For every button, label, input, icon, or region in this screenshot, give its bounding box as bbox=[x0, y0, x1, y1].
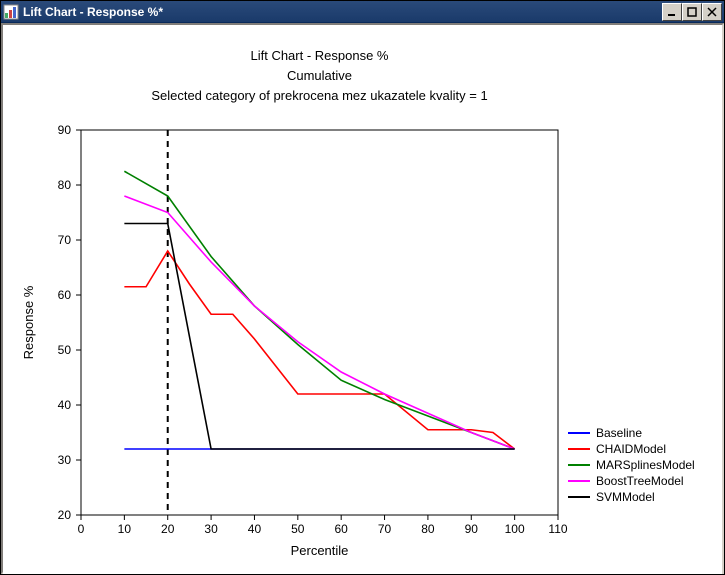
x-tick-label: 10 bbox=[118, 522, 132, 536]
y-tick-label: 80 bbox=[58, 178, 72, 192]
legend-label: Baseline bbox=[596, 426, 642, 440]
legend-label: MARSplinesModel bbox=[596, 458, 695, 472]
x-tick-label: 40 bbox=[248, 522, 262, 536]
x-tick-label: 110 bbox=[548, 522, 567, 536]
x-tick-label: 100 bbox=[505, 522, 525, 536]
client-area: Lift Chart - Response % Cumulative Selecte… bbox=[1, 23, 724, 574]
x-tick-label: 30 bbox=[204, 522, 218, 536]
x-axis-label: Percentile bbox=[291, 543, 349, 558]
maximize-button[interactable] bbox=[682, 3, 702, 21]
chart-area: Lift Chart - Response % Cumulative Selecte… bbox=[3, 25, 722, 572]
y-tick-label: 70 bbox=[58, 233, 72, 247]
y-tick-label: 40 bbox=[58, 398, 72, 412]
x-tick-label: 60 bbox=[335, 522, 349, 536]
y-tick-label: 90 bbox=[58, 123, 72, 137]
chart-title-1: Lift Chart - Response % bbox=[250, 48, 388, 63]
x-tick-label: 50 bbox=[291, 522, 305, 536]
legend-label: CHAIDModel bbox=[596, 442, 666, 456]
legend-label: BoostTreeModel bbox=[596, 474, 684, 488]
chart-title-2: Cumulative bbox=[287, 68, 352, 83]
x-tick-label: 20 bbox=[161, 522, 175, 536]
app-window: Lift Chart - Response %* Lift Chart - Re… bbox=[0, 0, 725, 575]
y-tick-label: 30 bbox=[58, 453, 72, 467]
close-button[interactable] bbox=[702, 3, 722, 21]
minimize-button[interactable] bbox=[662, 3, 682, 21]
y-tick-label: 60 bbox=[58, 288, 72, 302]
y-tick-label: 50 bbox=[58, 343, 72, 357]
chart-icon bbox=[3, 4, 19, 20]
x-tick-label: 80 bbox=[421, 522, 435, 536]
window-title: Lift Chart - Response %* bbox=[23, 5, 662, 19]
lift-chart: Lift Chart - Response % Cumulative Selecte… bbox=[3, 25, 722, 574]
y-tick-label: 20 bbox=[58, 508, 72, 522]
x-tick-label: 70 bbox=[378, 522, 392, 536]
x-tick-label: 0 bbox=[78, 522, 85, 536]
y-axis-label: Response % bbox=[21, 285, 36, 359]
titlebar: Lift Chart - Response %* bbox=[1, 1, 724, 23]
chart-title-3: Selected category of prekrocena mez ukaz… bbox=[151, 88, 487, 103]
legend-label: SVMModel bbox=[596, 490, 655, 504]
x-tick-label: 90 bbox=[465, 522, 479, 536]
window-controls bbox=[662, 3, 722, 21]
